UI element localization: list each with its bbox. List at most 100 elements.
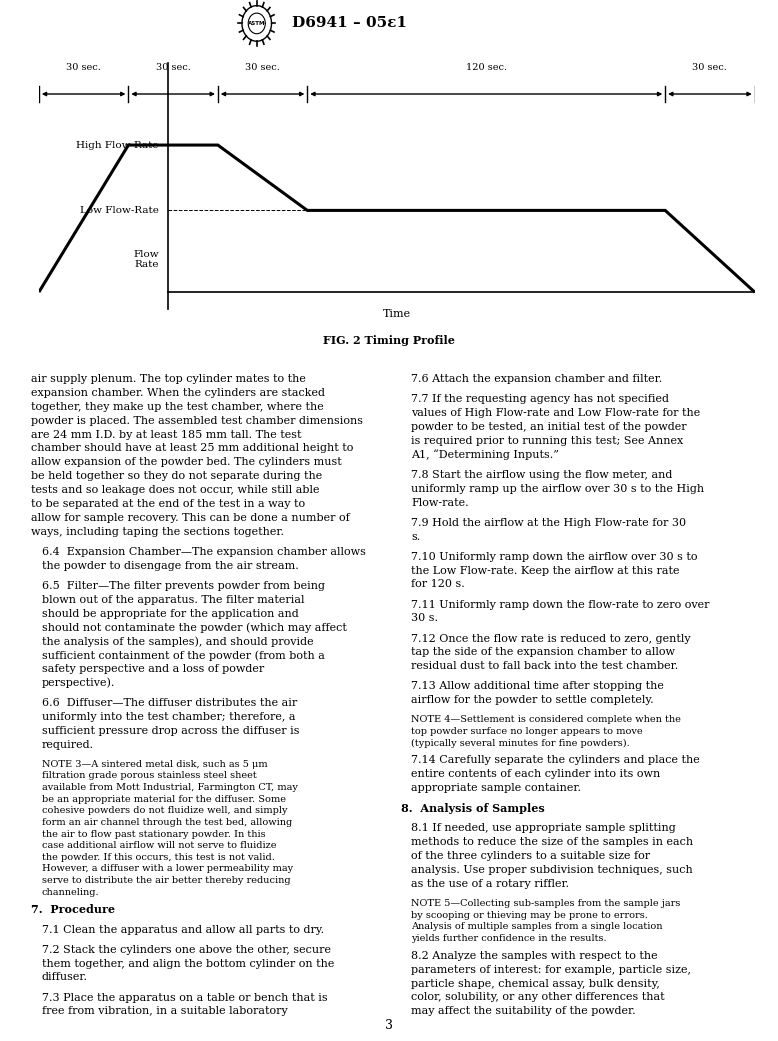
- Text: NOTE 4—Settlement is considered complete when the: NOTE 4—Settlement is considered complete…: [412, 715, 682, 725]
- Text: form an air channel through the test bed, allowing: form an air channel through the test bed…: [42, 818, 292, 827]
- Text: However, a diffuser with a lower permeability may: However, a diffuser with a lower permeab…: [42, 864, 293, 873]
- Text: the powder. If this occurs, this test is not valid.: the powder. If this occurs, this test is…: [42, 853, 275, 862]
- Text: by scooping or thieving may be prone to errors.: by scooping or thieving may be prone to …: [412, 911, 648, 919]
- Text: 7.10 Uniformly ramp down the airflow over 30 s to: 7.10 Uniformly ramp down the airflow ove…: [412, 552, 698, 562]
- Text: airflow for the powder to settle completely.: airflow for the powder to settle complet…: [412, 695, 654, 705]
- Text: may affect the suitability of the powder.: may affect the suitability of the powder…: [412, 1007, 636, 1016]
- Text: powder is placed. The assembled test chamber dimensions: powder is placed. The assembled test cha…: [31, 415, 363, 426]
- Text: appropriate sample container.: appropriate sample container.: [412, 783, 581, 793]
- Text: is required prior to running this test; See Annex: is required prior to running this test; …: [412, 436, 684, 446]
- Text: 7.1 Clean the apparatus and allow all parts to dry.: 7.1 Clean the apparatus and allow all pa…: [42, 924, 324, 935]
- Text: NOTE 5—Collecting sub-samples from the sample jars: NOTE 5—Collecting sub-samples from the s…: [412, 899, 681, 908]
- Text: 30 sec.: 30 sec.: [66, 62, 101, 72]
- Text: allow expansion of the powder bed. The cylinders must: allow expansion of the powder bed. The c…: [31, 457, 342, 467]
- Text: top powder surface no longer appears to move: top powder surface no longer appears to …: [412, 727, 643, 736]
- Text: tap the side of the expansion chamber to allow: tap the side of the expansion chamber to…: [412, 648, 675, 658]
- Text: A1, “Determining Inputs.”: A1, “Determining Inputs.”: [412, 450, 559, 460]
- Text: ASTM: ASTM: [248, 21, 265, 26]
- Text: s.: s.: [412, 532, 421, 541]
- Text: FIG. 2 Timing Profile: FIG. 2 Timing Profile: [323, 335, 455, 347]
- Text: for 120 s.: for 120 s.: [412, 580, 465, 589]
- Text: safety perspective and a loss of powder: safety perspective and a loss of powder: [42, 664, 264, 675]
- Text: 120 sec.: 120 sec.: [466, 62, 506, 72]
- Text: entire contents of each cylinder into its own: entire contents of each cylinder into it…: [412, 769, 661, 780]
- Text: 6.4  Expansion Chamber—The expansion chamber allows: 6.4 Expansion Chamber—The expansion cham…: [42, 547, 366, 557]
- Text: expansion chamber. When the cylinders are stacked: expansion chamber. When the cylinders ar…: [31, 388, 325, 398]
- Text: tests and so leakage does not occur, while still able: tests and so leakage does not occur, whi…: [31, 485, 320, 496]
- Text: powder to be tested, an initial test of the powder: powder to be tested, an initial test of …: [412, 422, 687, 432]
- Text: channeling.: channeling.: [42, 888, 100, 896]
- Text: ways, including taping the sections together.: ways, including taping the sections toge…: [31, 527, 284, 537]
- Text: 7.8 Start the airflow using the flow meter, and: 7.8 Start the airflow using the flow met…: [412, 469, 673, 480]
- Text: High Flow-Rate: High Flow-Rate: [76, 141, 159, 150]
- Text: values of High Flow-rate and Low Flow-rate for the: values of High Flow-rate and Low Flow-ra…: [412, 408, 700, 418]
- Text: 30 sec.: 30 sec.: [692, 62, 727, 72]
- Text: 7.14 Carefully separate the cylinders and place the: 7.14 Carefully separate the cylinders an…: [412, 756, 700, 765]
- Text: serve to distribute the air better thereby reducing: serve to distribute the air better there…: [42, 875, 290, 885]
- Text: uniformly into the test chamber; therefore, a: uniformly into the test chamber; therefo…: [42, 712, 295, 721]
- Text: be held together so they do not separate during the: be held together so they do not separate…: [31, 472, 322, 481]
- Text: of the three cylinders to a suitable size for: of the three cylinders to a suitable siz…: [412, 852, 650, 861]
- Text: Flow
Rate: Flow Rate: [133, 250, 159, 270]
- Text: 7.12 Once the flow rate is reduced to zero, gently: 7.12 Once the flow rate is reduced to ze…: [412, 634, 691, 643]
- Text: 7.13 Allow additional time after stopping the: 7.13 Allow additional time after stoppin…: [412, 682, 664, 691]
- Text: 7.9 Hold the airflow at the High Flow-rate for 30: 7.9 Hold the airflow at the High Flow-ra…: [412, 517, 686, 528]
- Text: should be appropriate for the application and: should be appropriate for the applicatio…: [42, 609, 299, 618]
- Text: 7.6 Attach the expansion chamber and filter.: 7.6 Attach the expansion chamber and fil…: [412, 374, 663, 384]
- Text: 7.7 If the requesting agency has not specified: 7.7 If the requesting agency has not spe…: [412, 395, 669, 404]
- Text: residual dust to fall back into the test chamber.: residual dust to fall back into the test…: [412, 661, 678, 671]
- Text: 6.5  Filter—The filter prevents powder from being: 6.5 Filter—The filter prevents powder fr…: [42, 581, 324, 591]
- Text: Flow-rate.: Flow-rate.: [412, 498, 469, 508]
- Text: color, solubility, or any other differences that: color, solubility, or any other differen…: [412, 992, 665, 1002]
- Text: particle shape, chemical assay, bulk density,: particle shape, chemical assay, bulk den…: [412, 979, 661, 989]
- Text: 8.2 Analyze the samples with respect to the: 8.2 Analyze the samples with respect to …: [412, 950, 658, 961]
- Text: 6.6  Diffuser—The diffuser distributes the air: 6.6 Diffuser—The diffuser distributes th…: [42, 699, 297, 708]
- Text: parameters of interest: for example, particle size,: parameters of interest: for example, par…: [412, 965, 692, 974]
- Text: be an appropriate material for the diffuser. Some: be an appropriate material for the diffu…: [42, 794, 286, 804]
- Text: sufficient pressure drop across the diffuser is: sufficient pressure drop across the diff…: [42, 726, 300, 736]
- Text: to be separated at the end of the test in a way to: to be separated at the end of the test i…: [31, 499, 305, 509]
- Text: together, they make up the test chamber, where the: together, they make up the test chamber,…: [31, 402, 324, 412]
- Text: 3: 3: [385, 1019, 393, 1032]
- Text: the Low Flow-rate. Keep the airflow at this rate: the Low Flow-rate. Keep the airflow at t…: [412, 565, 680, 576]
- Text: 7.  Procedure: 7. Procedure: [31, 905, 115, 915]
- Text: 7.2 Stack the cylinders one above the other, secure: 7.2 Stack the cylinders one above the ot…: [42, 944, 331, 955]
- Text: (typically several minutes for fine powders).: (typically several minutes for fine powd…: [412, 739, 630, 747]
- Text: chamber should have at least 25 mm additional height to: chamber should have at least 25 mm addit…: [31, 443, 353, 454]
- Text: the analysis of the samples), and should provide: the analysis of the samples), and should…: [42, 636, 314, 646]
- Text: as the use of a rotary riffler.: as the use of a rotary riffler.: [412, 879, 569, 889]
- Text: Time: Time: [383, 308, 411, 319]
- Text: the powder to disengage from the air stream.: the powder to disengage from the air str…: [42, 561, 299, 570]
- Text: methods to reduce the size of the samples in each: methods to reduce the size of the sample…: [412, 837, 693, 847]
- Text: free from vibration, in a suitable laboratory: free from vibration, in a suitable labor…: [42, 1007, 288, 1016]
- Text: perspective).: perspective).: [42, 678, 115, 688]
- Text: required.: required.: [42, 740, 94, 750]
- Text: 7.11 Uniformly ramp down the flow-rate to zero over: 7.11 Uniformly ramp down the flow-rate t…: [412, 600, 710, 610]
- Text: the air to flow past stationary powder. In this: the air to flow past stationary powder. …: [42, 830, 265, 838]
- Text: allow for sample recovery. This can be done a number of: allow for sample recovery. This can be d…: [31, 513, 350, 523]
- Text: 30 s.: 30 s.: [412, 613, 438, 624]
- Text: D6941 – 05ε1: D6941 – 05ε1: [292, 17, 407, 30]
- Text: 8.1 If needed, use appropriate sample splitting: 8.1 If needed, use appropriate sample sp…: [412, 823, 676, 834]
- Text: filtration grade porous stainless steel sheet: filtration grade porous stainless steel …: [42, 771, 257, 781]
- Text: 8.  Analysis of Samples: 8. Analysis of Samples: [401, 804, 545, 814]
- Text: 30 sec.: 30 sec.: [245, 62, 280, 72]
- Text: Low Flow-Rate: Low Flow-Rate: [80, 206, 159, 214]
- Text: air supply plenum. The top cylinder mates to the: air supply plenum. The top cylinder mate…: [31, 374, 306, 384]
- Text: diffuser.: diffuser.: [42, 972, 88, 983]
- Text: uniformly ramp up the airflow over 30 s to the High: uniformly ramp up the airflow over 30 s …: [412, 484, 704, 493]
- Text: analysis. Use proper subdivision techniques, such: analysis. Use proper subdivision techniq…: [412, 865, 693, 875]
- Text: 30 sec.: 30 sec.: [156, 62, 191, 72]
- Text: are 24 mm I.D. by at least 185 mm tall. The test: are 24 mm I.D. by at least 185 mm tall. …: [31, 430, 302, 439]
- Text: NOTE 3—A sintered metal disk, such as 5 μm: NOTE 3—A sintered metal disk, such as 5 …: [42, 760, 268, 769]
- Text: cohesive powders do not fluidize well, and simply: cohesive powders do not fluidize well, a…: [42, 807, 287, 815]
- Text: them together, and align the bottom cylinder on the: them together, and align the bottom cyli…: [42, 959, 334, 968]
- Text: Analysis of multiple samples from a single location: Analysis of multiple samples from a sing…: [412, 922, 663, 932]
- Text: case additional airflow will not serve to fluidize: case additional airflow will not serve t…: [42, 841, 276, 850]
- Text: sufficient containment of the powder (from both a: sufficient containment of the powder (fr…: [42, 651, 324, 661]
- Text: should not contaminate the powder (which may affect: should not contaminate the powder (which…: [42, 623, 347, 633]
- Text: yields further confidence in the results.: yields further confidence in the results…: [412, 934, 607, 943]
- Text: blown out of the apparatus. The filter material: blown out of the apparatus. The filter m…: [42, 594, 304, 605]
- Text: 7.3 Place the apparatus on a table or bench that is: 7.3 Place the apparatus on a table or be…: [42, 992, 328, 1002]
- Text: available from Mott Industrial, Farmington CT, may: available from Mott Industrial, Farmingt…: [42, 783, 298, 792]
